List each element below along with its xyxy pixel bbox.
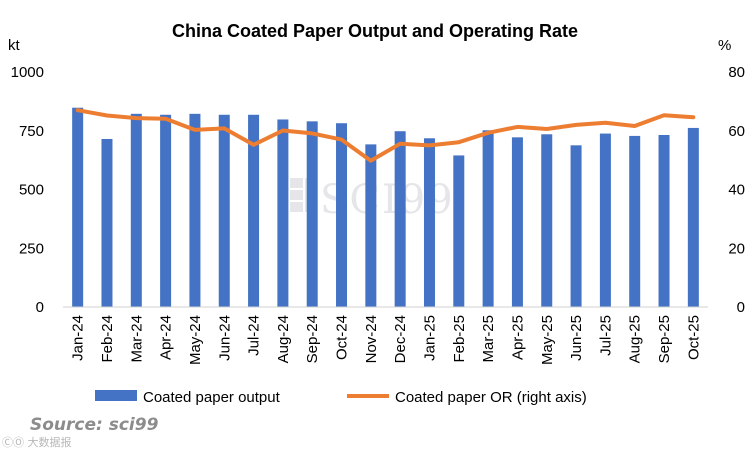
bar-Aug-24: [277, 119, 289, 307]
x-tick-label: Jun-24: [216, 315, 233, 361]
bar-Sep-24: [306, 121, 318, 307]
x-tick-label: Mar-24: [128, 315, 145, 363]
left-axis-unit: kt: [8, 37, 21, 54]
bar-Jun-25: [570, 145, 582, 307]
bar-Nov-24: [365, 144, 377, 307]
line-series: [75, 108, 696, 163]
bar-Jun-24: [218, 114, 230, 308]
x-tick-label: Jan-25: [421, 315, 438, 361]
bar-Feb-24: [101, 138, 113, 307]
x-tick-label: Feb-24: [99, 315, 116, 363]
x-axis-tick-labels: Jan-24 Feb-24 Mar-24 Apr-24 May-24 Jun-24 Jul-…: [70, 315, 703, 365]
left-tick-label: 750: [19, 123, 44, 140]
bar-Jul-24: [248, 114, 260, 308]
bar-Jan-24: [72, 107, 84, 307]
chart-title: China Coated Paper Output and Operating …: [172, 21, 578, 41]
bar-Apr-25: [511, 137, 523, 307]
x-tick-label: May-24: [187, 315, 204, 365]
x-tick-label: Mar-25: [480, 315, 497, 363]
right-tick-label: 80: [728, 64, 745, 81]
right-axis-unit: %: [718, 37, 731, 54]
x-tick-label: Apr-25: [509, 315, 526, 360]
legend-bar-swatch: [95, 390, 137, 401]
right-tick-label: 40: [728, 182, 745, 199]
x-tick-label: Feb-25: [451, 315, 468, 363]
x-tick-label: Oct-25: [685, 315, 702, 360]
operating-rate-line: [75, 108, 696, 163]
legend: Coated paper output Coated paper OR (rig…: [95, 389, 587, 406]
bar-Apr-24: [160, 114, 172, 308]
legend-bar-label: Coated paper output: [143, 389, 281, 406]
left-tick-label: 500: [19, 182, 44, 199]
bar-series: [72, 107, 699, 308]
right-tick-label: 0: [737, 299, 745, 316]
x-tick-label: Oct-24: [334, 315, 351, 360]
x-tick-label: Jul-24: [246, 315, 263, 356]
x-tick-label: Aug-24: [275, 315, 292, 363]
x-tick-label: Sep-24: [304, 315, 321, 363]
x-tick-label: Jul-25: [597, 315, 614, 356]
bar-Feb-25: [453, 155, 465, 307]
bar-Oct-24: [336, 123, 348, 307]
bar-Aug-25: [629, 135, 641, 307]
bar-Mar-25: [482, 130, 494, 307]
x-tick-label: Sep-25: [656, 315, 673, 363]
right-tick-label: 60: [728, 123, 745, 140]
x-tick-label: Jun-25: [568, 315, 585, 361]
x-tick-label: Dec-24: [392, 315, 409, 363]
left-tick-label: 1000: [11, 64, 44, 81]
left-tick-label: 0: [36, 299, 44, 316]
bar-May-24: [189, 113, 201, 307]
bar-Jul-25: [599, 133, 611, 307]
bar-Dec-24: [394, 131, 406, 307]
x-tick-label: Jan-24: [70, 315, 87, 361]
legend-line-label: Coated paper OR (right axis): [395, 389, 587, 406]
bar-Jan-25: [423, 138, 435, 307]
left-axis-ticks: 0 250 500 750 1000: [11, 64, 44, 316]
right-tick-label: 20: [728, 240, 745, 257]
bar-Mar-24: [130, 113, 142, 307]
left-tick-label: 250: [19, 240, 44, 257]
x-tick-label: Nov-24: [363, 315, 380, 363]
bar-Sep-25: [658, 134, 670, 307]
bar-May-25: [541, 134, 553, 307]
x-tick-label: Aug-25: [627, 315, 644, 363]
bar-Oct-25: [687, 127, 699, 308]
x-tick-label: Apr-24: [158, 315, 175, 360]
right-axis-ticks: 0 20 40 60 80: [728, 64, 745, 316]
corner-watermark: ⒸⓄ 大数据报: [2, 435, 72, 449]
x-tick-label: May-25: [539, 315, 556, 365]
source-note: Source: sci99: [30, 415, 159, 435]
